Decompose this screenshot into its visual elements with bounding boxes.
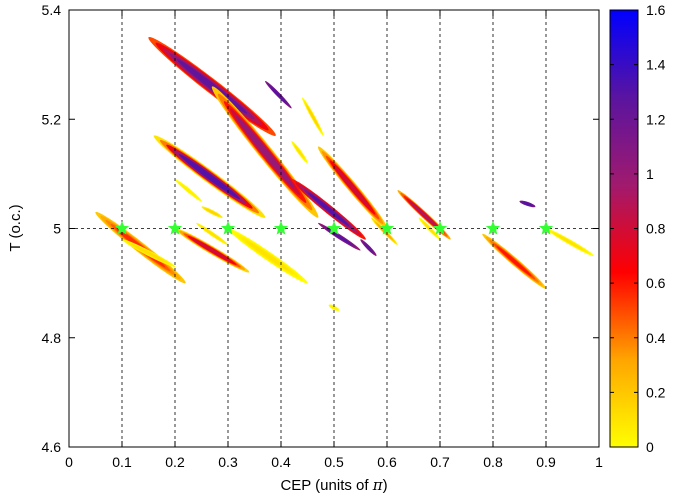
x-axis-title-symbol: π xyxy=(372,476,384,494)
y-tick-label: 4.6 xyxy=(42,439,62,455)
heatmap-region xyxy=(328,304,340,311)
x-axis-title: CEP (units of π) xyxy=(280,476,387,494)
heatmap-cell xyxy=(331,305,337,310)
heatmap-cell xyxy=(178,153,241,200)
heatmap-region xyxy=(174,179,202,202)
x-axis-title-text: CEP (units of xyxy=(280,477,372,494)
heatmap-cell xyxy=(133,245,164,261)
x-tick-label: 0.9 xyxy=(536,454,556,470)
x-tick-label: 0.2 xyxy=(165,454,185,470)
colorbar-tick-label: 0 xyxy=(646,439,654,455)
colorbar-tick-label: 1 xyxy=(646,166,654,182)
x-tick-label: 0.1 xyxy=(112,454,132,470)
star-marker xyxy=(485,221,501,235)
heatmap-cell xyxy=(271,87,286,103)
heatmap-region xyxy=(211,86,319,218)
heatmap-region xyxy=(291,179,366,240)
star-marker xyxy=(167,221,183,235)
heatmap-cell xyxy=(203,227,221,241)
x-tick-label: 0.7 xyxy=(430,454,450,470)
heatmap-cell xyxy=(496,246,532,277)
heatmap-cell xyxy=(523,202,532,206)
x-tick-label: 0.5 xyxy=(324,454,344,470)
colorbar-tick-label: 1.2 xyxy=(646,111,666,127)
x-tick-label: 0.4 xyxy=(271,454,291,470)
heatmap-region xyxy=(196,222,229,246)
heatmap-cell xyxy=(556,234,583,250)
colorbar-tick-label: 0.2 xyxy=(646,384,666,400)
x-tick-label: 0.6 xyxy=(377,454,397,470)
colorbar-tick-label: 0.4 xyxy=(646,330,666,346)
heatmap-region xyxy=(121,239,176,267)
heatmap-cell xyxy=(364,243,373,253)
star-marker xyxy=(114,221,130,235)
y-tick-label: 4.8 xyxy=(42,330,62,346)
heatmap-region xyxy=(302,97,324,136)
colorbar-tick-label: 0.6 xyxy=(646,275,666,291)
y-axis-ticks: 4.6 4.8 5 5.2 5.4 xyxy=(42,2,599,455)
heatmap-region xyxy=(519,200,536,208)
star-marker xyxy=(379,221,395,235)
star-markers xyxy=(114,221,554,235)
heatmap-region xyxy=(482,233,547,289)
heatmap-cell xyxy=(333,164,372,211)
colorbar-ticks: 0 0.2 0.4 0.6 0.8 1 1.2 1.4 1.6 xyxy=(610,2,666,455)
y-tick-label: 5 xyxy=(53,221,61,237)
heatmap-region xyxy=(174,228,250,273)
heatmap-cell xyxy=(295,145,304,159)
heatmap-region xyxy=(291,141,308,164)
x-axis-ticks: 0 0.1 0.2 0.3 0.4 0.5 0.6 0.7 0.8 0.9 1 xyxy=(65,10,603,470)
heatmap-cell xyxy=(235,115,295,189)
heatmap-cell xyxy=(308,192,350,226)
heatmap-cell xyxy=(409,201,439,229)
star-marker xyxy=(273,221,289,235)
heatmap-region xyxy=(201,206,223,218)
x-axis-title-close: ) xyxy=(383,477,388,494)
colorbar xyxy=(609,9,639,448)
heatmap-cell xyxy=(180,184,196,197)
y-tick-label: 5.2 xyxy=(42,111,62,127)
heatmap-cell xyxy=(245,240,290,271)
heatmap-cell xyxy=(191,238,233,263)
heatmap-cell xyxy=(306,105,319,128)
star-marker xyxy=(432,221,448,235)
heatmap-region xyxy=(265,80,292,109)
star-marker xyxy=(220,221,236,235)
x-tick-label: 1 xyxy=(595,454,603,470)
x-tick-label: 0 xyxy=(65,454,73,470)
star-marker xyxy=(538,221,554,235)
x-tick-label: 0.8 xyxy=(483,454,503,470)
star-marker xyxy=(326,221,342,235)
heatmap-region xyxy=(545,228,594,256)
heatmap-cell xyxy=(206,208,218,216)
heatmap-cell xyxy=(327,229,351,245)
colorbar-tick-label: 0.8 xyxy=(646,221,666,237)
colorbar-tick-label: 1.4 xyxy=(646,57,666,73)
x-tick-label: 0.3 xyxy=(218,454,238,470)
y-axis-title: T (o.c.) xyxy=(7,204,24,251)
y-tick-label: 5.4 xyxy=(42,2,62,18)
heatmap-region xyxy=(360,239,377,256)
heatmap-region xyxy=(317,146,388,229)
colorbar-tick-label: 1.6 xyxy=(646,2,666,18)
